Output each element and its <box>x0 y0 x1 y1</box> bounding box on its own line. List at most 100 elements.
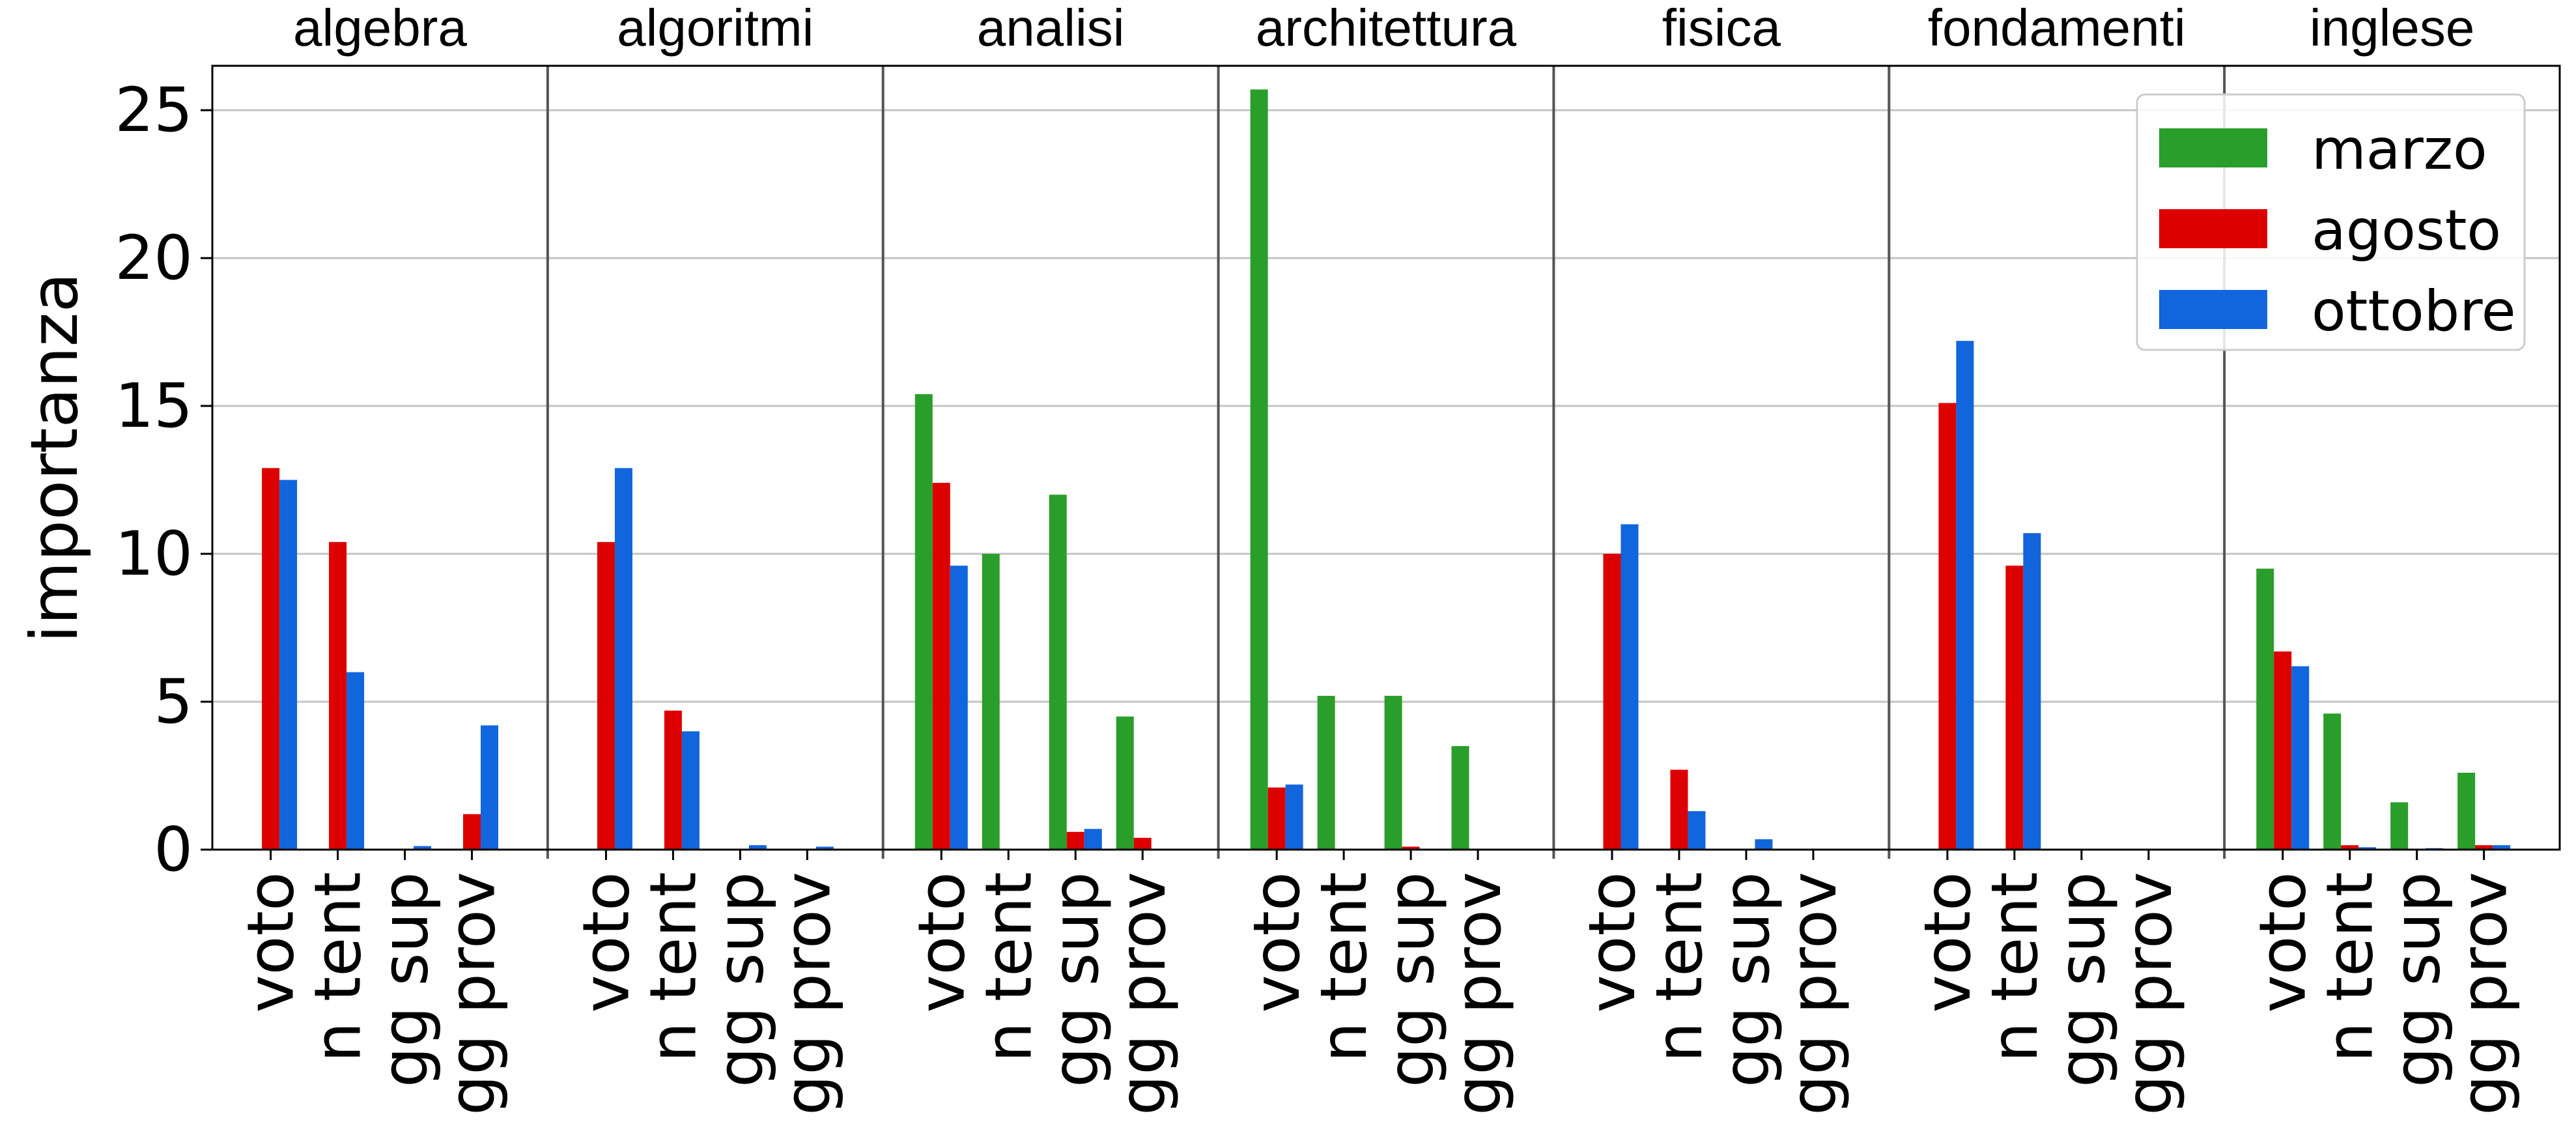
x-tick-label: gg sup <box>2381 872 2455 1087</box>
bar-ottobre <box>950 566 968 850</box>
plot-border <box>211 65 2561 851</box>
x-tick-label: gg prov <box>435 872 509 1115</box>
bar-ottobre <box>1285 784 1303 850</box>
legend-swatch-ottobre <box>2159 290 2267 329</box>
bar-marzo <box>1317 695 1335 850</box>
bar-marzo <box>2323 713 2342 850</box>
x-tick-label: voto <box>905 872 979 1013</box>
bar-ottobre <box>1688 811 1706 850</box>
panel-title: fisica <box>1662 0 1781 57</box>
x-tick-label: gg prov <box>1106 872 1180 1115</box>
x-tick-label: gg prov <box>2112 872 2187 1115</box>
x-tick-label: n tent <box>1978 872 2052 1063</box>
bar-agosto <box>1066 831 1084 850</box>
y-tick-label: 5 <box>154 667 193 738</box>
bar-ottobre <box>2291 666 2310 850</box>
plot-frame <box>211 65 2561 859</box>
bar-ottobre <box>748 845 767 850</box>
legend-swatch-marzo <box>2159 128 2267 167</box>
x-tick-label: n tent <box>972 872 1046 1063</box>
bar-ottobre <box>614 468 632 850</box>
y-tick-label: 15 <box>115 371 193 442</box>
legend: marzo agosto ottobre <box>2136 93 2526 351</box>
x-tick-label: n tent <box>2314 872 2388 1063</box>
legend-swatch-agosto <box>2159 209 2267 248</box>
y-axis-label: importanza <box>16 272 92 643</box>
bar-marzo <box>1049 495 1067 850</box>
bar-agosto <box>1603 554 1621 850</box>
x-tick-label: n tent <box>636 872 711 1063</box>
x-tick-label: gg prov <box>771 872 845 1115</box>
bar-agosto <box>1670 769 1688 850</box>
bar-ottobre <box>815 846 834 850</box>
panel-title: fondamenti <box>1928 0 2186 57</box>
bar-agosto <box>1133 837 1152 850</box>
legend-label-agosto: agosto <box>2312 198 2501 263</box>
bar-marzo <box>1116 716 1134 850</box>
bar-agosto <box>2475 845 2493 850</box>
x-tick-label: gg sup <box>2045 872 2119 1087</box>
bar-marzo <box>2457 772 2476 850</box>
bar-ottobre <box>1956 341 1974 850</box>
bar-marzo <box>982 554 1000 850</box>
x-tick-label: gg sup <box>369 872 443 1087</box>
bar-agosto <box>329 541 347 850</box>
panel-title: architettura <box>1256 0 1517 57</box>
x-tick-label: gg prov <box>2448 872 2522 1115</box>
bar-agosto <box>462 814 481 850</box>
x-tick-label: voto <box>1576 872 1650 1013</box>
x-tick-label: n tent <box>302 872 376 1063</box>
bar-agosto <box>932 483 950 850</box>
x-tick-label: n tent <box>1307 872 1381 1063</box>
bar-marzo <box>1250 89 1268 850</box>
x-tick-label: voto <box>234 872 309 1013</box>
bar-ottobre <box>414 846 432 850</box>
bar-marzo <box>1451 746 1469 850</box>
x-tick-label: gg prov <box>1441 872 1516 1115</box>
bar-ottobre <box>1084 829 1102 850</box>
bars <box>262 89 2511 850</box>
bar-agosto <box>2274 651 2292 850</box>
y-tick-label: 10 <box>115 519 193 590</box>
panel-title: algebra <box>293 0 467 57</box>
legend-label-ottobre: ottobre <box>2312 279 2516 344</box>
x-tick-label: gg sup <box>703 872 778 1087</box>
x-tick-label: voto <box>2246 872 2321 1013</box>
x-tick-label: gg prov <box>1777 872 1851 1115</box>
y-tick-label: 25 <box>115 75 193 146</box>
panel-title: analisi <box>977 0 1125 57</box>
bar-ottobre <box>347 672 365 850</box>
x-tick-label: voto <box>1240 872 1314 1013</box>
bar-agosto <box>2005 566 2024 850</box>
x-tick-label: gg sup <box>1374 872 1449 1087</box>
bar-marzo <box>914 394 933 850</box>
bar-ottobre <box>2023 533 2041 850</box>
y-tick-label: 20 <box>115 223 193 294</box>
bar-agosto <box>262 468 280 850</box>
bar-marzo <box>2256 568 2274 850</box>
bar-ottobre <box>681 731 700 850</box>
bar-ottobre <box>1621 524 1639 850</box>
y-tick-label: 0 <box>154 814 193 885</box>
bar-agosto <box>1267 787 1286 850</box>
bar-ottobre <box>2493 845 2511 850</box>
bar-ottobre <box>2358 847 2377 850</box>
bar-marzo <box>1384 695 1402 850</box>
bar-agosto <box>664 710 682 850</box>
bar-marzo <box>2390 802 2409 850</box>
bar-ottobre <box>279 480 298 850</box>
panel-title: algoritmi <box>617 0 814 57</box>
x-tick-label: voto <box>569 872 644 1013</box>
bar-ottobre <box>1755 839 1773 850</box>
x-tick-label: voto <box>1911 872 1985 1013</box>
bar-agosto <box>597 541 615 850</box>
x-tick-label: gg sup <box>1710 872 1784 1087</box>
bar-agosto <box>1938 403 1957 850</box>
bar-agosto <box>1402 846 1420 850</box>
x-tick-label: n tent <box>1643 872 1717 1063</box>
x-tick-label: gg sup <box>1039 872 1113 1087</box>
legend-label-marzo: marzo <box>2312 117 2487 182</box>
bar-ottobre <box>480 725 498 850</box>
